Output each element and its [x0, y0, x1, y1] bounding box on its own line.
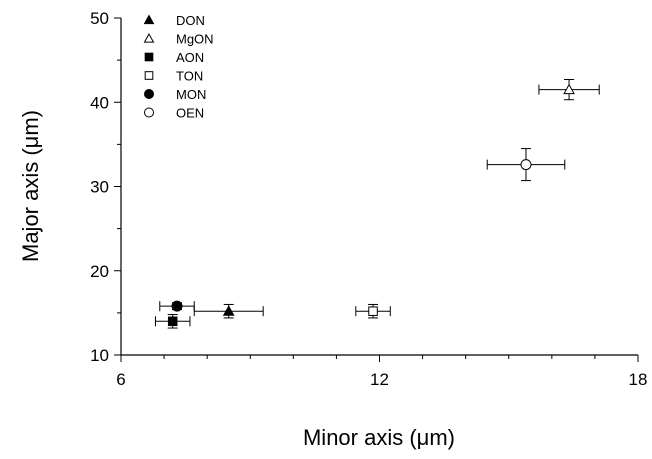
- data-point-ton: [368, 306, 378, 316]
- triangle-marker: [143, 32, 155, 43]
- triangle-marker: [563, 83, 575, 95]
- data-point-mon: [171, 300, 183, 312]
- y-tick-label: 40: [90, 93, 109, 112]
- error-bars: [154, 79, 600, 329]
- tick-labels: 6 12 18 10 20 30 40 50: [90, 9, 647, 389]
- legend-item-ton: TON: [144, 69, 203, 84]
- square-marker: [144, 71, 154, 80]
- data-point-mgon: [563, 83, 575, 95]
- legend-item-aon: AON: [144, 50, 204, 65]
- circle-marker: [144, 89, 154, 99]
- square-marker: [167, 316, 178, 327]
- x-tick-label: 6: [116, 370, 125, 389]
- y-tick-label: 10: [90, 346, 109, 365]
- y-tick-label: 50: [90, 9, 109, 28]
- legend-label: MgON: [176, 32, 214, 47]
- data-point-oen: [520, 159, 532, 171]
- legend-label: OEN: [176, 106, 204, 121]
- data-point-aon: [167, 316, 178, 327]
- triangle-marker: [143, 14, 155, 25]
- y-tick-label: 30: [90, 178, 109, 197]
- legend-label: AON: [176, 50, 204, 65]
- legend-item-mon: MON: [144, 87, 206, 102]
- x-tick-label: 12: [370, 370, 389, 389]
- circle-marker: [144, 107, 154, 118]
- x-tick-label: 18: [629, 370, 648, 389]
- y-axis-title: Major axis (μm): [18, 110, 43, 262]
- legend-label: MON: [176, 87, 206, 102]
- legend-item-mgon: MgON: [143, 32, 214, 47]
- circle-marker: [171, 300, 183, 312]
- data-point-don: [222, 305, 235, 316]
- markers: [167, 83, 575, 327]
- legend: DON MgON AON TON MON OEN: [143, 13, 214, 121]
- square-marker: [368, 306, 378, 316]
- x-axis-title: Minor axis (μm): [303, 425, 455, 450]
- legend-item-oen: OEN: [144, 106, 204, 121]
- legend-label: TON: [176, 69, 203, 84]
- legend-item-don: DON: [143, 13, 205, 28]
- triangle-marker: [222, 305, 235, 316]
- legend-label: DON: [176, 13, 205, 28]
- square-marker: [144, 52, 154, 62]
- circle-marker: [520, 159, 532, 171]
- ticks: [114, 17, 639, 362]
- y-tick-label: 20: [90, 262, 109, 281]
